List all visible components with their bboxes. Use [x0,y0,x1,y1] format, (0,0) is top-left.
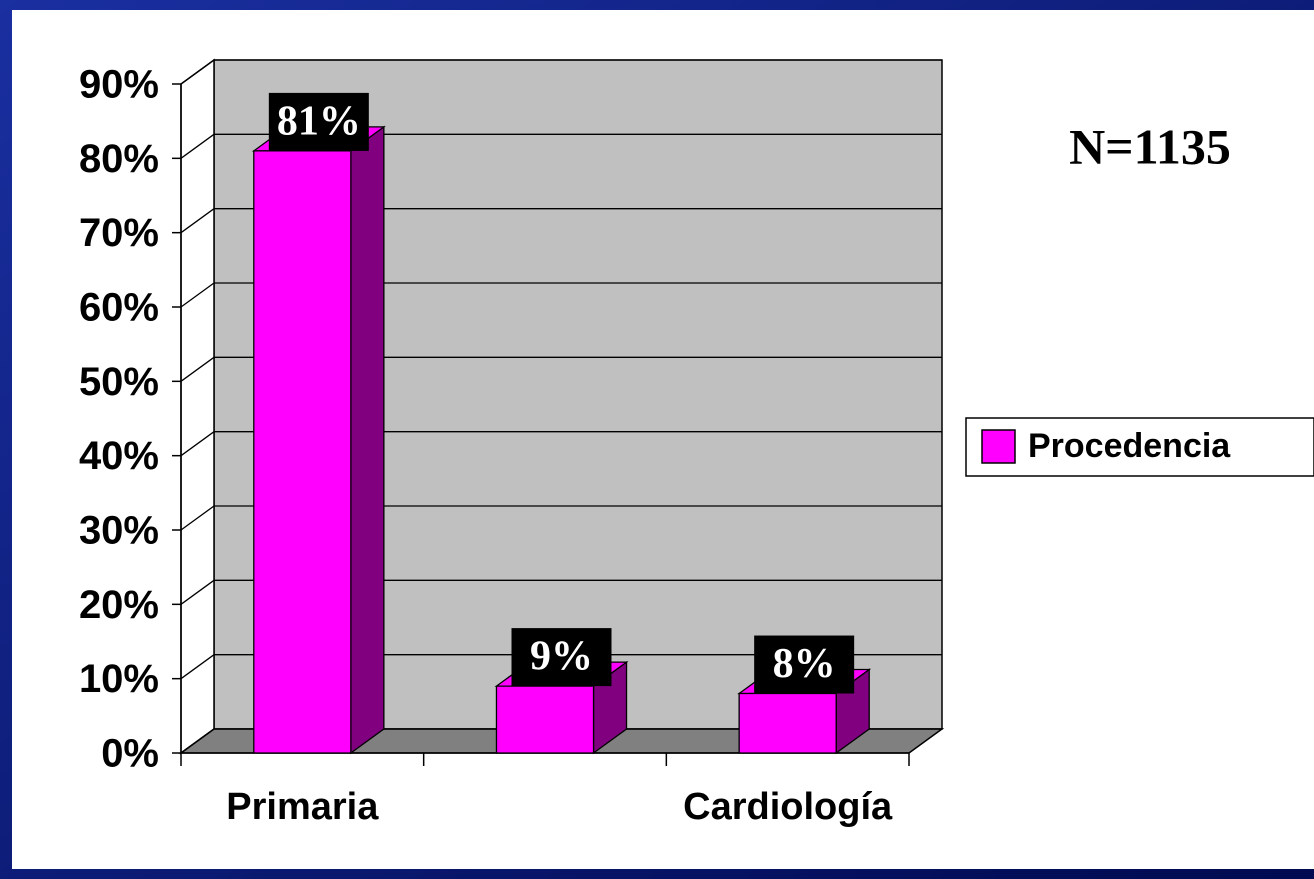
bar-front [495,685,595,754]
value-label: 81% [277,99,361,145]
y-tick-label: 50% [79,360,159,404]
legend [965,417,1314,477]
y-tick-label: 60% [79,286,159,330]
legend-label: Procedencia [1028,427,1231,465]
grid-line [180,282,942,308]
bar [251,125,386,755]
y-tick-label: 80% [79,137,159,181]
bar-front [253,150,352,754]
bar-side [350,125,385,755]
grid-line [180,431,942,457]
x-tick-label: Primaria [226,786,379,828]
y-tick-label: 30% [79,509,159,553]
side-wall [180,58,215,755]
y-tick-label: 40% [79,434,159,478]
grid-line [180,208,942,234]
value-label: 9% [530,634,593,680]
grid-line [180,356,942,382]
y-tick-label: 90% [79,63,159,107]
y-tick-label: 10% [79,657,159,701]
value-label-box [268,92,369,151]
grid-line [180,59,942,85]
y-tick-label: 70% [79,211,159,255]
grid-line [180,728,942,754]
legend-swatch [981,429,1016,464]
grid-line [180,654,942,680]
bar-front [738,692,837,754]
value-label-box [511,628,612,687]
grid-line [180,505,942,531]
x-tick-label: Cardiología [683,786,893,828]
y-tick-label: 20% [79,583,159,627]
value-label: 8% [773,641,836,687]
grid-line [180,579,942,605]
y-tick-label: 0% [101,732,159,776]
grid-line [180,133,942,159]
value-label-box [754,635,855,694]
annotation: N=1135 [1069,118,1231,174]
